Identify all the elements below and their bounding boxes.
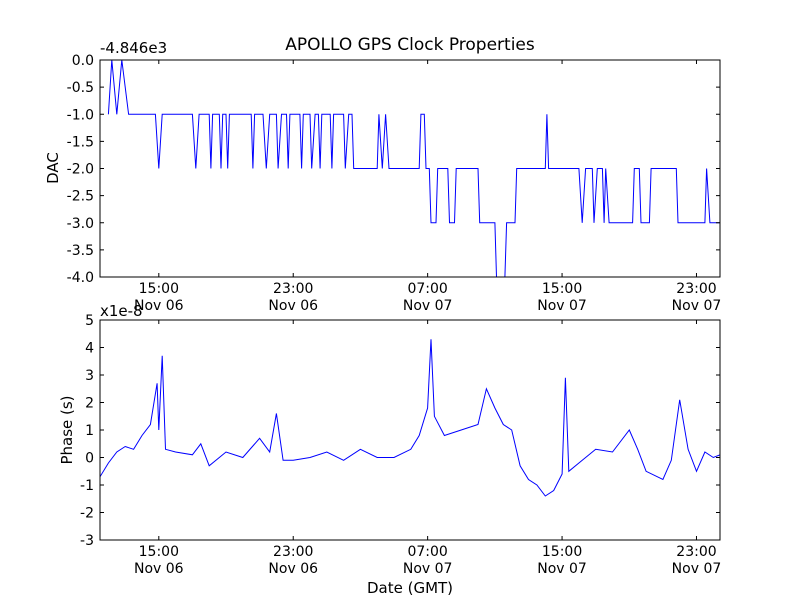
x-tick-label-time: 23:00 — [676, 544, 716, 560]
x-tick-label-date: Nov 06 — [134, 561, 184, 577]
y-tick-label: -3.0 — [67, 216, 94, 232]
dac-series-line — [107, 60, 720, 277]
y-tick-label: -1 — [80, 478, 94, 494]
x-tick-label-date: Nov 07 — [537, 298, 587, 314]
y-tick-label: 4 — [85, 341, 94, 357]
x-tick-label-time: 07:00 — [407, 544, 447, 560]
y-tick-label: 3 — [85, 368, 94, 384]
x-tick-label-time: 15:00 — [139, 281, 179, 297]
x-tick-label-date: Nov 06 — [268, 561, 318, 577]
y-tick-label: -1.0 — [67, 107, 94, 123]
x-tick-label-time: 23:00 — [273, 544, 313, 560]
y-tick-label: 0 — [85, 451, 94, 467]
x-tick-label-date: Nov 07 — [672, 298, 722, 314]
x-tick-label-date: Nov 07 — [672, 561, 722, 577]
x-tick-label-time: 15:00 — [139, 544, 179, 560]
y-tick-label: -2.5 — [67, 189, 94, 205]
dac-panel: -4.846e3 DAC 0.0 -0.5 -1.0 -1.5 -2.0 -2.5 -3.0… — [44, 39, 721, 314]
phase-series-line — [100, 339, 720, 497]
x-tick-label-time: 07:00 — [407, 281, 447, 297]
x-tick-label-time: 15:00 — [542, 281, 582, 297]
y-tick-label: -2 — [80, 506, 94, 522]
y-tick-label: -0.5 — [67, 80, 94, 96]
dac-y-axis-title: DAC — [44, 152, 62, 184]
x-tick-label-time: 23:00 — [273, 281, 313, 297]
y-tick-label: 5 — [85, 313, 94, 329]
x-tick-label-date: Nov 07 — [403, 561, 453, 577]
y-tick-label: -1.5 — [67, 134, 94, 150]
phase-panel: x1e-8 Phase (s) Date (GMT) 5 4 3 2 1 0 -1 -2 -3 1… — [58, 302, 721, 597]
phase-y-axis-title: Phase (s) — [58, 395, 76, 464]
y-tick-label: 0.0 — [72, 53, 94, 69]
chart-title: APOLLO GPS Clock Properties — [285, 35, 535, 55]
x-tick-label-date: Nov 07 — [403, 298, 453, 314]
dac-offset-label: -4.846e3 — [100, 39, 167, 57]
x-tick-label-date: Nov 06 — [268, 298, 318, 314]
y-tick-label: -4.0 — [67, 270, 94, 286]
y-tick-label: 2 — [85, 396, 94, 412]
y-tick-label: -2.0 — [67, 162, 94, 178]
x-tick-label-date: Nov 06 — [134, 298, 184, 314]
y-tick-label: 1 — [85, 423, 94, 439]
x-tick-label-date: Nov 07 — [537, 561, 587, 577]
phase-offset-label: x1e-8 — [100, 302, 143, 320]
y-tick-label: -3.5 — [67, 243, 94, 259]
x-tick-label-time: 15:00 — [542, 544, 582, 560]
x-axis-title: Date (GMT) — [367, 579, 453, 597]
x-tick-label-time: 23:00 — [676, 281, 716, 297]
y-tick-label: -3 — [80, 533, 94, 549]
